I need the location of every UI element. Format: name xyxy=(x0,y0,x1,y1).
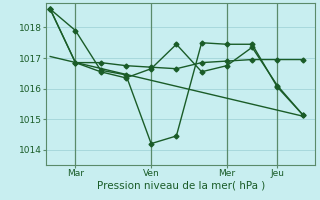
X-axis label: Pression niveau de la mer( hPa ): Pression niveau de la mer( hPa ) xyxy=(97,181,265,191)
